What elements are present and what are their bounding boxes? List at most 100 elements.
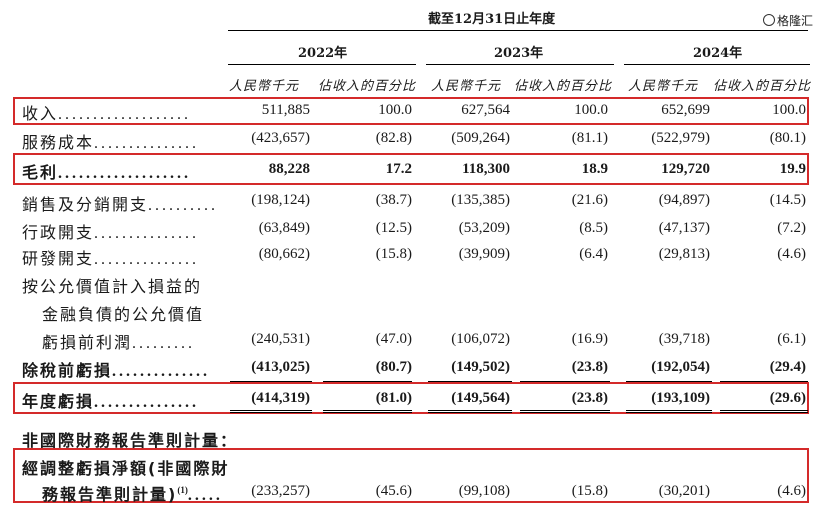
cell-r5-c2: (39,909) (458, 246, 510, 262)
unit-percent-2022: 佔收入的百分比 (318, 79, 417, 94)
cell-r8-c2: (106,072) (451, 331, 510, 347)
cell-r1-c5: (80.1) (769, 130, 806, 146)
cell-r10-c5: (29.6) (769, 390, 806, 406)
underline-double-5 (720, 410, 808, 413)
underline-single-1 (323, 381, 412, 382)
underline-single-5 (720, 381, 808, 382)
cell-r8-c5: (6.1) (777, 331, 806, 347)
unit-amount-2023: 人民幣千元 (431, 79, 502, 94)
year-rule-2023 (426, 64, 614, 65)
cell-r3-c1: (38.7) (375, 192, 412, 208)
cell-r3-c0: (198,124) (251, 192, 310, 208)
cell-r1-c2: (509,264) (451, 130, 510, 146)
row-label-non-ifrs-heading: 非國際財務報告準則計量： (22, 431, 239, 450)
year-2023: 2023年 (494, 46, 544, 61)
unit-percent-2023: 佔收入的百分比 (514, 79, 613, 94)
cell-r5-c5: (4.6) (777, 246, 806, 262)
underline-double-4 (626, 410, 712, 413)
year-2022: 2022年 (298, 46, 348, 61)
year-2024: 2024年 (693, 46, 743, 61)
cell-r13-c2: (99,108) (458, 483, 510, 499)
cell-r10-c1: (81.0) (375, 390, 412, 406)
year-rule-2024 (624, 64, 810, 65)
logo-icon (762, 14, 775, 26)
cell-r10-c2: (149,564) (451, 390, 510, 406)
cell-r4-c3: (8.5) (579, 220, 608, 236)
underline-double-0 (230, 410, 312, 413)
row-label-fair-value-line2: 金融負債的公允價值 (42, 305, 205, 324)
cell-r9-c5: (29.4) (769, 359, 806, 375)
underline-single-4 (626, 381, 712, 382)
underline-single-0 (230, 381, 312, 382)
highlight-annual-loss (13, 382, 809, 414)
cell-r4-c1: (12.5) (375, 220, 412, 236)
cell-r10-c4: (193,109) (651, 390, 710, 406)
cell-r13-c1: (45.6) (375, 483, 412, 499)
cell-r0-c3: 100.0 (574, 102, 608, 118)
cell-r9-c0: (413,025) (251, 359, 310, 375)
row-label-rd-expenses: 研發開支............... (22, 249, 200, 268)
row-label-admin-expenses: 行政開支............... (22, 223, 200, 242)
header-rule (228, 30, 808, 31)
row-label-fair-value-line3: 虧損前利潤......... (42, 333, 196, 352)
cell-r5-c1: (15.8) (375, 246, 412, 262)
cell-r10-c3: (23.8) (571, 390, 608, 406)
cell-r0-c4: 652,699 (661, 102, 710, 118)
row-label-fair-value-line1: 按公允價值計入損益的 (22, 277, 203, 296)
cell-r3-c5: (14.5) (769, 192, 806, 208)
cell-r5-c4: (29,813) (658, 246, 710, 262)
unit-percent-2024: 佔收入的百分比 (713, 79, 812, 94)
row-label-loss-before-tax: 除稅前虧損.............. (22, 361, 211, 380)
cell-r8-c1: (47.0) (375, 331, 412, 347)
row-label-adjusted-loss-line2: 務報告準則計量)(1)..... (42, 485, 223, 504)
row-label-adjusted-loss-line1: 經調整虧損淨額(非國際財 (22, 459, 230, 478)
underline-single-3 (520, 381, 610, 382)
unit-amount-2022: 人民幣千元 (229, 79, 300, 94)
row-label-annual-loss: 年度虧損............... (22, 392, 200, 411)
watermark: 格隆汇 (762, 12, 813, 29)
underline-single-2 (428, 381, 512, 382)
cell-r3-c3: (21.6) (571, 192, 608, 208)
highlight-revenue (13, 97, 809, 125)
cell-r9-c3: (23.8) (571, 359, 608, 375)
cell-r4-c4: (47,137) (658, 220, 710, 236)
row-label-gross-profit: 毛利................... (22, 163, 192, 182)
cell-r0-c1: 100.0 (378, 102, 412, 118)
cell-r13-c3: (15.8) (571, 483, 608, 499)
cell-r0-c2: 627,564 (461, 102, 510, 118)
cell-r4-c0: (63,849) (258, 220, 310, 236)
cell-r4-c5: (7.2) (777, 220, 806, 236)
period-title: 截至12月31日止年度 (428, 12, 556, 27)
watermark-text: 格隆汇 (776, 14, 813, 28)
cell-r8-c3: (16.9) (571, 331, 608, 347)
cell-r5-c3: (6.4) (579, 246, 608, 262)
unit-amount-2024: 人民幣千元 (628, 79, 699, 94)
cell-r9-c1: (80.7) (375, 359, 412, 375)
cell-r2-c4: 129,720 (661, 161, 710, 177)
cell-r0-c0: 511,885 (261, 102, 310, 118)
cell-r1-c4: (522,979) (651, 130, 710, 146)
cell-r10-c0: (414,319) (251, 390, 310, 406)
cell-r13-c0: (233,257) (251, 483, 310, 499)
cell-r13-c4: (30,201) (658, 483, 710, 499)
cell-r0-c5: 100.0 (772, 102, 806, 118)
cell-r2-c3: 18.9 (581, 161, 608, 177)
cell-r3-c2: (135,385) (451, 192, 510, 208)
cell-r8-c4: (39,718) (658, 331, 710, 347)
highlight-adjusted-loss (13, 448, 809, 503)
cell-r2-c5: 19.9 (779, 161, 806, 177)
cell-r9-c4: (192,054) (651, 359, 710, 375)
cell-r13-c5: (4.6) (777, 483, 806, 499)
year-rule-2022 (228, 64, 416, 65)
cell-r4-c2: (53,209) (458, 220, 510, 236)
cell-r1-c1: (82.8) (375, 130, 412, 146)
cell-r5-c0: (80,662) (258, 246, 310, 262)
underline-double-2 (428, 410, 512, 413)
cell-r1-c3: (81.1) (571, 130, 608, 146)
cell-r1-c0: (423,657) (251, 130, 310, 146)
row-label-cost-of-services: 服務成本............... (22, 133, 200, 152)
cell-r9-c2: (149,502) (451, 359, 510, 375)
row-label-revenue: 收入................... (22, 104, 192, 123)
underline-double-1 (323, 410, 412, 413)
cell-r8-c0: (240,531) (251, 331, 310, 347)
